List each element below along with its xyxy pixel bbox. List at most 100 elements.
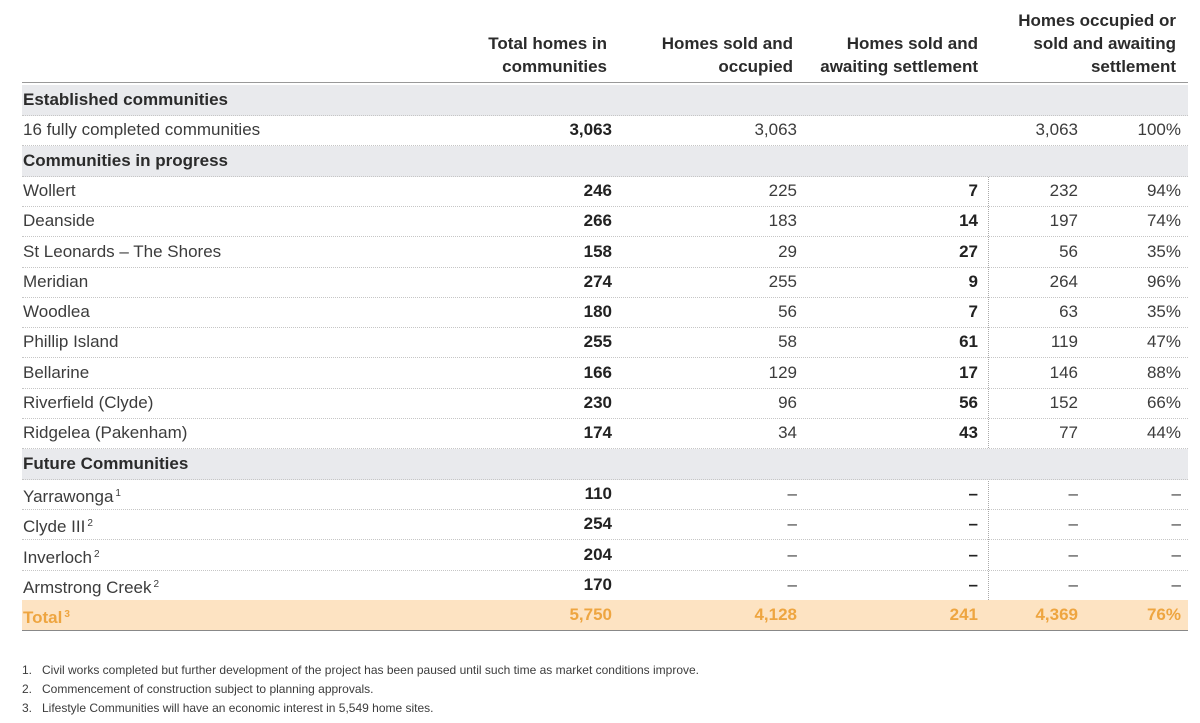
row-label: Meridian — [23, 267, 88, 297]
table-row: Armstrong Creek 2 170 – – – – — [22, 570, 1188, 601]
row-label: Total 3 — [23, 600, 70, 633]
column-header: Homes sold and awaiting settlement — [820, 34, 978, 76]
cell-awaiting: 43 — [959, 423, 978, 443]
footnote: 1. Civil works completed but further deve… — [22, 663, 699, 677]
cell-total: 3,063 — [569, 120, 612, 140]
row-name: 16 fully completed communities — [23, 120, 261, 140]
cell-pct: 74% — [1146, 211, 1181, 231]
cell-occupied: 96 — [778, 393, 797, 412]
footnote-ref: 2 — [153, 578, 160, 590]
row-label: Woodlea — [23, 297, 90, 327]
cell-combined: 56 — [1059, 241, 1078, 261]
cell-awaiting: 61 — [959, 332, 978, 352]
row-name: Total — [23, 608, 63, 628]
cell-total: 174 — [583, 423, 612, 443]
table-row: Riverfield (Clyde) 230 96 56 152 66% — [22, 388, 1188, 419]
cell-occupied: 4,128 — [754, 605, 797, 625]
cell-combined: 197 — [1049, 211, 1078, 231]
cell-awaiting: 9 — [968, 271, 978, 291]
table-row: Woodlea 180 56 7 63 35% — [22, 297, 1188, 329]
cell-pct: 35% — [1146, 241, 1181, 261]
cell-total: 180 — [583, 302, 612, 322]
footnote-ref: 2 — [93, 548, 100, 560]
row-name: Woodlea — [23, 302, 90, 322]
cell-total: 5,750 — [569, 605, 612, 625]
row-label: Bellarine — [23, 358, 89, 388]
cell-combined: 146 — [1049, 362, 1078, 382]
row-label: Clyde III 2 — [23, 509, 93, 542]
cell-occupied: – — [787, 574, 797, 594]
footnote-text: Civil works completed but further develo… — [42, 663, 699, 677]
cell-total: 158 — [583, 241, 612, 261]
footnote-ref: 1 — [115, 487, 121, 499]
cell-pct: 47% — [1146, 332, 1181, 352]
cell-occupied: 58 — [778, 332, 797, 352]
cell-occupied: 29 — [778, 241, 797, 261]
cell-occupied: 255 — [768, 271, 797, 291]
total-row: Total 3 5,750 4,128 241 4,369 76% — [22, 600, 1188, 633]
footnote-text: Lifestyle Communities will have an econo… — [42, 701, 434, 715]
cell-pct: 44% — [1146, 423, 1181, 443]
cell-pct: – — [1171, 483, 1181, 503]
cell-occupied: 129 — [768, 362, 797, 382]
cell-total: 230 — [583, 393, 612, 412]
cell-combined: 264 — [1049, 271, 1078, 291]
cell-total: 110 — [584, 483, 612, 503]
row-name: Deanside — [23, 211, 95, 231]
section-title: Future Communities — [23, 453, 189, 473]
row-name: Armstrong Creek — [23, 577, 152, 597]
section-row: Future Communities — [22, 448, 1188, 480]
cell-occupied: 183 — [768, 211, 797, 231]
table-row: 16 fully completed communities 3,063 3,063… — [22, 115, 1188, 147]
footnote-number: 3. — [22, 701, 33, 715]
cell-pct: 94% — [1146, 180, 1181, 200]
footnote-ref: 3 — [64, 609, 70, 621]
section-row: Communities in progress — [22, 145, 1188, 177]
section-title: Communities in progress — [23, 150, 228, 170]
row-label: Wollert — [23, 176, 76, 206]
row-label: St Leonards – The Shores — [23, 237, 221, 267]
cell-pct: 100% — [1137, 120, 1181, 140]
cell-combined: – — [1068, 574, 1078, 594]
cell-combined: – — [1068, 483, 1078, 503]
table-row: Meridian 274 255 9 264 96% — [22, 267, 1188, 298]
row-name: Riverfield (Clyde) — [23, 393, 154, 412]
cell-total: 246 — [583, 180, 612, 200]
header-rule — [22, 82, 1188, 83]
cell-total: 254 — [583, 514, 612, 534]
cell-combined: 152 — [1049, 393, 1078, 412]
cell-awaiting: – — [968, 574, 978, 594]
column-header: Homes occupied or sold and awaiting sett… — [1018, 11, 1176, 76]
cell-awaiting: 7 — [968, 302, 978, 322]
cell-awaiting: – — [968, 514, 978, 534]
cell-pct: 96% — [1146, 271, 1181, 291]
cell-awaiting: 17 — [959, 362, 978, 382]
footnote-number: 1. — [22, 663, 33, 677]
cell-total: 255 — [583, 332, 612, 352]
footnote-ref: 2 — [87, 518, 93, 530]
cell-combined: 3,063 — [1035, 120, 1078, 140]
cell-total: 204 — [583, 544, 612, 564]
cell-awaiting: – — [968, 483, 978, 503]
row-label: Inverloch 2 — [23, 540, 100, 573]
column-header: Homes sold and occupied — [661, 34, 793, 76]
cell-combined: 77 — [1059, 423, 1078, 443]
row-label: Yarrawonga 1 — [23, 479, 121, 512]
cell-awaiting: 7 — [968, 180, 978, 200]
table-row: Bellarine 166 129 17 146 88% — [22, 358, 1188, 389]
cell-occupied: 225 — [768, 180, 797, 200]
cell-occupied: – — [787, 544, 797, 564]
table-row: Phillip Island 255 58 61 119 47% — [22, 327, 1188, 359]
row-name: Clyde III — [23, 517, 86, 537]
row-name: Inverloch — [23, 547, 92, 567]
cell-awaiting: – — [968, 544, 978, 564]
cell-combined: 4,369 — [1035, 605, 1078, 625]
row-label: 16 fully completed communities — [23, 115, 260, 145]
cell-occupied: – — [787, 483, 797, 503]
table-row: Inverloch 2 204 – – – – — [22, 540, 1188, 571]
cell-combined: 232 — [1049, 180, 1078, 200]
row-label: Deanside — [23, 206, 95, 236]
row-name: Yarrawonga — [23, 486, 114, 506]
section-title: Established communities — [23, 90, 228, 109]
cell-occupied: 56 — [778, 302, 797, 322]
